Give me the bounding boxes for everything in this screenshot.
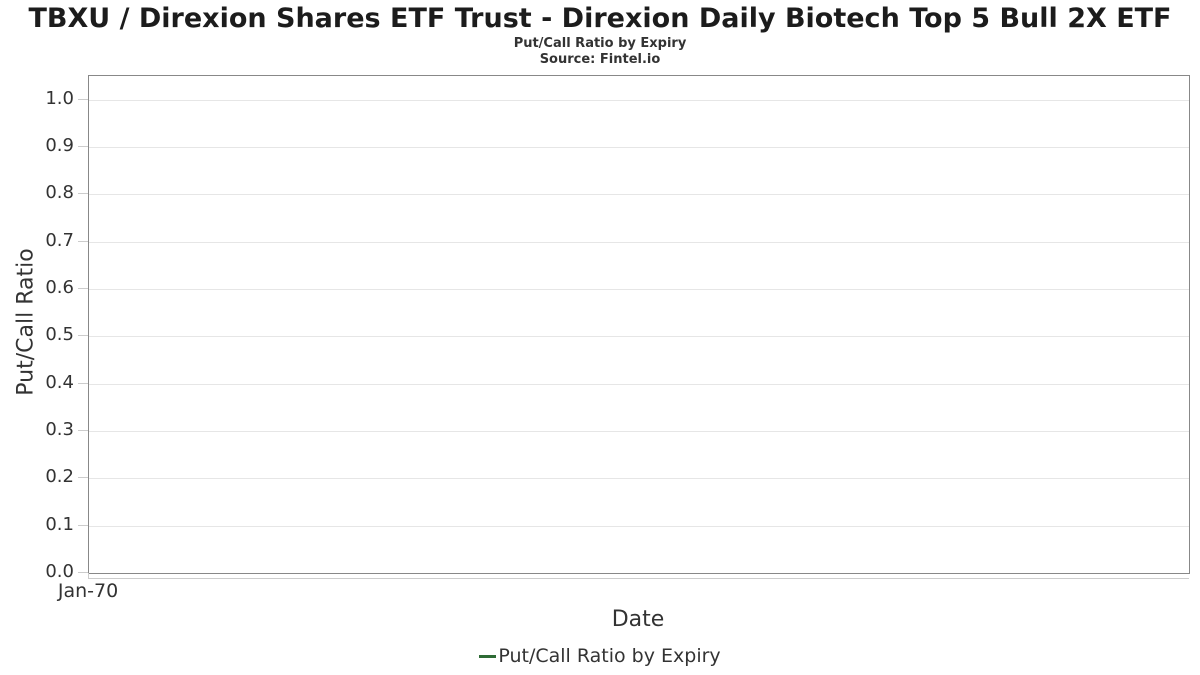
y-tick-label: 0.3 <box>45 419 74 440</box>
y-tick-mark <box>78 524 88 526</box>
y-gridline <box>89 336 1189 338</box>
y-tick-label: 0.4 <box>45 371 74 393</box>
y-tick-mark <box>78 98 88 100</box>
y-tick-mark <box>78 430 88 431</box>
y-tick-mark <box>78 572 88 573</box>
y-tick-label: 0.5 <box>45 324 74 346</box>
legend-line-marker-icon <box>479 654 497 658</box>
y-tick-label: 0.7 <box>45 229 74 251</box>
y-tick-label: 0.2 <box>45 466 74 488</box>
legend-item-put-call-ratio[interactable]: Put/Call Ratio by Expiry <box>479 645 721 667</box>
x-tick-label: Jan-70 <box>57 580 119 602</box>
x-axis-title: Date <box>611 607 665 632</box>
y-gridline <box>89 99 1189 101</box>
x-tick-mark <box>88 573 89 578</box>
legend-item-label: Put/Call Ratio by Expiry <box>498 645 721 667</box>
y-tick-label: 0.6 <box>45 277 74 298</box>
plot-area <box>88 75 1190 574</box>
y-tick-label: 0.0 <box>45 561 74 582</box>
y-gridline <box>89 525 1189 527</box>
y-gridline <box>89 383 1189 385</box>
y-gridline <box>89 194 1189 196</box>
chart-title: TBXU / Direxion Shares ETF Trust - Direx… <box>28 3 1172 34</box>
y-tick-label: 0.1 <box>45 513 74 535</box>
y-tick-mark <box>78 146 88 147</box>
y-tick-mark <box>78 335 88 337</box>
chart-subtitle: Put/Call Ratio by Expiry <box>513 36 687 51</box>
y-gridline <box>89 431 1189 432</box>
y-tick-mark <box>78 477 88 479</box>
y-tick-label: 0.9 <box>45 135 74 156</box>
y-tick-label: 1.0 <box>45 87 74 109</box>
y-gridline <box>89 241 1189 243</box>
chart-source-credit: Source: Fintel.io <box>539 52 661 67</box>
y-gridline <box>89 289 1189 290</box>
y-tick-mark <box>78 288 88 289</box>
y-gridline <box>89 147 1189 148</box>
y-tick-mark <box>78 193 88 195</box>
y-tick-mark <box>78 240 88 242</box>
y-tick-label: 0.8 <box>45 182 74 204</box>
y-tick-mark <box>78 382 88 384</box>
x-axis-line <box>88 578 1189 579</box>
y-gridline <box>89 478 1189 480</box>
chart-legend: Put/Call Ratio by Expiry <box>0 645 1200 667</box>
